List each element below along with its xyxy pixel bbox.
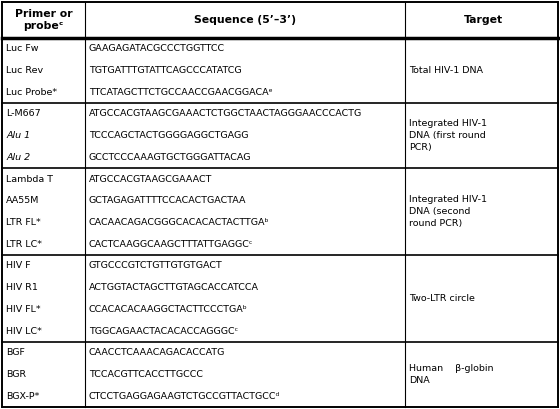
Bar (2, 342, 558, 407)
Text: LTR FL*: LTR FL* (6, 218, 41, 227)
Text: GTGCCCGTCTGTTGTGTGACT: GTGCCCGTCTGTTGTGTGACT (89, 261, 223, 270)
Bar (2, 2, 558, 38)
Text: GCCTCCCAAAGTGCTGGGATTACAG: GCCTCCCAAAGTGCTGGGATTACAG (89, 153, 251, 162)
Text: Primer or
probeᶜ: Primer or probeᶜ (15, 9, 72, 31)
Bar (2, 103, 558, 168)
Text: Target: Target (464, 15, 503, 25)
Text: AA55M: AA55M (6, 196, 39, 205)
Text: Integrated HIV-1
DNA (second
round PCR): Integrated HIV-1 DNA (second round PCR) (409, 196, 487, 228)
Text: HIV LC*: HIV LC* (6, 326, 42, 335)
Text: ATGCCACGTAAGCGAAACTCTGGCTAACTAGGGAACCCACTG: ATGCCACGTAAGCGAAACTCTGGCTAACTAGGGAACCCAC… (89, 110, 362, 119)
Text: Alu 2: Alu 2 (6, 153, 30, 162)
Bar (2, 168, 558, 255)
Text: TGTGATTTGTATTCAGCCCATATCG: TGTGATTTGTATTCAGCCCATATCG (89, 66, 241, 75)
Text: HIV FL*: HIV FL* (6, 305, 41, 314)
Text: LTR LC*: LTR LC* (6, 240, 42, 249)
Text: HIV R1: HIV R1 (6, 283, 38, 292)
Text: BGR: BGR (6, 370, 26, 379)
Text: BGX-P*: BGX-P* (6, 392, 39, 401)
Text: TCCACGTTCACCTTGCCC: TCCACGTTCACCTTGCCC (89, 370, 203, 379)
Text: Integrated HIV-1
DNA (first round
PCR): Integrated HIV-1 DNA (first round PCR) (409, 119, 487, 152)
Text: CTCCTGAGGAGAAGTCTGCCGTTACTGCCᵈ: CTCCTGAGGAGAAGTCTGCCGTTACTGCCᵈ (89, 392, 280, 401)
Text: Alu 1: Alu 1 (6, 131, 30, 140)
Text: Lambda T: Lambda T (6, 175, 53, 184)
Text: CCACACACAAGGCTACTTCCCTGAᵇ: CCACACACAAGGCTACTTCCCTGAᵇ (89, 305, 248, 314)
Text: GCTAGAGATTTTCCACACTGACTAA: GCTAGAGATTTTCCACACTGACTAA (89, 196, 246, 205)
Text: HIV F: HIV F (6, 261, 31, 270)
Text: CACAACAGACGGGCACACACTACTTGAᵇ: CACAACAGACGGGCACACACTACTTGAᵇ (89, 218, 269, 227)
Text: CAACCTCAAACAGACACCATG: CAACCTCAAACAGACACCATG (89, 348, 225, 357)
Text: Total HIV-1 DNA: Total HIV-1 DNA (409, 66, 483, 75)
Bar (2, 38, 558, 103)
Text: Luc Fw: Luc Fw (6, 44, 39, 53)
Text: GAAGAGATACGCCCTGGTTCC: GAAGAGATACGCCCTGGTTCC (89, 44, 225, 53)
Text: Luc Probe*: Luc Probe* (6, 88, 57, 97)
Text: Human    β-globin
DNA: Human β-globin DNA (409, 364, 494, 385)
Text: TTCATAGCTTCTGCCAACCGAACGGACAᵉ: TTCATAGCTTCTGCCAACCGAACGGACAᵉ (89, 88, 273, 97)
Text: Two-LTR circle: Two-LTR circle (409, 294, 475, 303)
Text: Sequence (5’–3’): Sequence (5’–3’) (194, 15, 296, 25)
Text: ATGCCACGTAAGCGAAACT: ATGCCACGTAAGCGAAACT (89, 175, 212, 184)
Text: L-M667: L-M667 (6, 110, 41, 119)
Text: CACTCAAGGCAAGCTTTATTGAGGCᶜ: CACTCAAGGCAAGCTTTATTGAGGCᶜ (89, 240, 253, 249)
Text: TGGCAGAACTACACACCAGGGCᶜ: TGGCAGAACTACACACCAGGGCᶜ (89, 326, 238, 335)
Bar (2, 255, 558, 342)
Text: ACTGGTACTAGCTTGTAGCACCATCCA: ACTGGTACTAGCTTGTAGCACCATCCA (89, 283, 259, 292)
Text: Luc Rev: Luc Rev (6, 66, 43, 75)
Text: TCCCAGCTACTGGGGAGGCTGAGG: TCCCAGCTACTGGGGAGGCTGAGG (89, 131, 249, 140)
Text: BGF: BGF (6, 348, 25, 357)
